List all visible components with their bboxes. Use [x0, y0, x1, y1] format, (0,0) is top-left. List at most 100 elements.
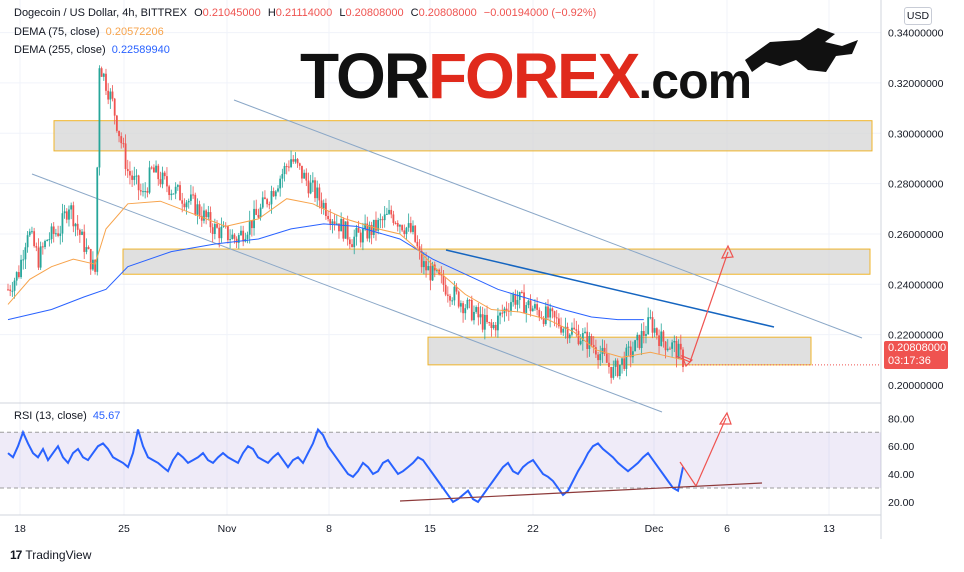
candle-body	[377, 219, 380, 231]
currency-badge[interactable]: USD	[904, 7, 932, 25]
candle-body	[203, 210, 205, 221]
candle-body	[233, 234, 236, 239]
candle-body	[329, 219, 332, 224]
candle-body	[595, 347, 597, 355]
candle-body	[115, 115, 118, 131]
candle-body	[677, 343, 680, 359]
candle-body	[466, 299, 469, 309]
candle-body	[172, 193, 175, 195]
candle-body	[351, 244, 353, 248]
candle-body	[183, 203, 186, 208]
candle-body	[436, 269, 438, 271]
candle-body	[394, 222, 397, 224]
candle-body	[499, 312, 501, 316]
candle-body	[78, 229, 81, 235]
dema75-line	[7, 198, 684, 361]
candle-body	[416, 241, 419, 247]
rsi-legend[interactable]: RSI (13, close) 45.67	[14, 410, 120, 422]
candle-body	[625, 347, 628, 369]
candle-body	[229, 239, 231, 241]
candle-body	[179, 185, 181, 201]
candle-body	[610, 366, 613, 378]
candle-body	[287, 166, 290, 168]
candle-body	[557, 318, 560, 327]
candle-body	[235, 238, 238, 243]
high-label: H	[267, 7, 276, 19]
candle-body	[460, 303, 462, 307]
candle-body	[124, 143, 127, 169]
candle-body	[475, 307, 478, 312]
candle-body	[311, 180, 314, 183]
candle-body	[407, 223, 410, 228]
candle-body	[146, 191, 149, 193]
dema255-value: 0.22589940	[111, 44, 170, 56]
candle-body	[429, 266, 432, 281]
candle-body	[41, 246, 44, 248]
candle-body	[418, 246, 421, 251]
candle-body	[314, 180, 316, 199]
candle-body	[494, 324, 497, 331]
candle-body	[76, 223, 79, 230]
candle-body	[216, 224, 218, 228]
channel-upper-line	[233, 99, 863, 339]
candle-body	[551, 308, 554, 312]
tradingview-text: TradingView	[25, 548, 92, 562]
candle-body	[135, 175, 138, 177]
bull-logo-icon	[745, 28, 858, 72]
candle-body	[298, 163, 301, 166]
symbol-title[interactable]: Dogecoin / US Dollar, 4h, BITTREX	[14, 7, 188, 19]
change-value: −0.00194000 (−0.92%)	[483, 7, 597, 19]
candle-body	[9, 289, 12, 291]
candle-body	[673, 341, 676, 343]
candle-body	[144, 191, 147, 193]
candle-body	[213, 224, 216, 234]
rsi-value: 45.67	[92, 410, 121, 422]
trend-line	[445, 249, 775, 328]
candle-body	[181, 200, 184, 204]
rsi-projection-arrow	[679, 461, 697, 487]
tradingview-logo[interactable]: 17 TradingView	[10, 548, 91, 562]
candle-body	[240, 230, 242, 236]
candle-body	[261, 197, 264, 208]
candle-body	[616, 360, 619, 377]
candle-body	[65, 211, 68, 220]
rsi-projection-arrow	[695, 417, 727, 487]
candle-body	[440, 274, 443, 276]
dema75-legend[interactable]: DEMA (75, close) 0.20572206	[14, 26, 164, 38]
candle-body	[468, 299, 471, 301]
candle-body	[664, 341, 667, 351]
dema255-legend[interactable]: DEMA (255, close) 0.22589940	[14, 44, 170, 56]
candle-body	[26, 235, 29, 248]
candle-body	[48, 239, 51, 241]
candle-body	[366, 223, 369, 239]
candle-body	[13, 280, 16, 291]
candle-body	[362, 228, 364, 243]
candle-body	[392, 214, 395, 223]
candle-body	[142, 191, 144, 193]
candle-body	[505, 308, 508, 311]
candle-body	[196, 204, 199, 215]
candle-body	[531, 308, 534, 312]
candle-body	[109, 91, 112, 100]
price-axis-label: 0.30000000	[888, 128, 944, 140]
candle-body	[20, 259, 22, 278]
candle-body	[462, 303, 464, 314]
candle-body	[94, 259, 96, 272]
arrow-head	[718, 411, 732, 425]
close-label: C	[410, 7, 419, 19]
candle-body	[427, 266, 430, 271]
rsi-band	[0, 432, 881, 488]
symbol-legend: Dogecoin / US Dollar, 4h, BITTREX O0.210…	[14, 7, 596, 19]
candle-body	[390, 209, 393, 215]
candle-body	[544, 306, 547, 325]
candle-body	[636, 334, 639, 341]
candle-body	[486, 314, 488, 323]
candle-body	[442, 275, 445, 285]
candle-body	[566, 326, 569, 339]
candle-body	[383, 214, 386, 221]
candle-body	[431, 264, 434, 281]
candle-body	[621, 358, 623, 365]
price-axis-label: 0.34000000	[888, 28, 944, 40]
candle-body	[242, 230, 245, 242]
